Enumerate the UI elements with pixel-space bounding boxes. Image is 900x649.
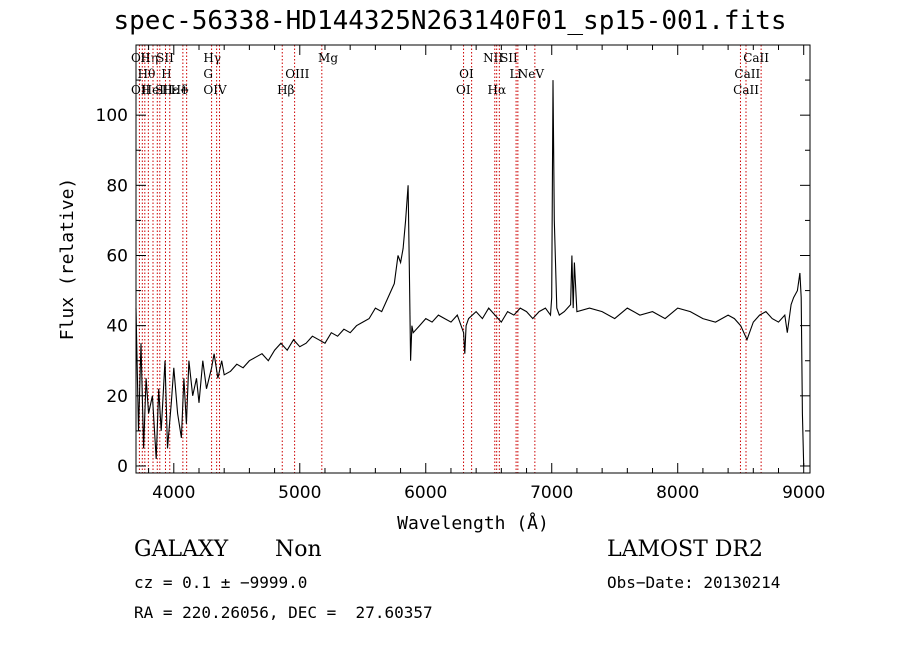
redshift-text: cz = 0.1 ± −9999.0	[134, 573, 308, 592]
x-tick-label: 8000	[656, 483, 699, 503]
spectral-line-label: Hη	[140, 51, 158, 65]
spectral-line-label: CaII	[733, 83, 759, 97]
spectral-line-label: SII	[500, 51, 518, 65]
y-tick-label: 60	[106, 246, 128, 266]
y-tick-label: 0	[117, 457, 128, 477]
spectral-line-label: HeI	[142, 83, 165, 97]
chart-title: spec-56338-HD144325N263140F01_sp15-001.f…	[113, 6, 787, 36]
object-subclass: Non	[275, 537, 322, 562]
spectral-line-label: OIII	[285, 67, 309, 81]
x-axis-label: Wavelength (Å)	[397, 512, 549, 534]
obs-date: Obs−Date: 20130214	[607, 573, 781, 592]
spectral-line-label: +	[179, 83, 189, 97]
y-tick-label: 80	[106, 176, 128, 196]
spectral-line-label: SII	[155, 83, 173, 97]
spectral-line-label: CaII	[734, 67, 760, 81]
spectral-line-label: Hγ	[203, 51, 221, 65]
spectral-line-label: OI	[459, 67, 474, 81]
spectral-line-label: CaII	[743, 51, 769, 65]
spectral-line-label: Hβ	[277, 83, 294, 97]
spectral-line-label: NII	[483, 51, 503, 65]
spectral-line-label: H	[161, 67, 171, 81]
x-tick-label: 9000	[782, 483, 825, 503]
spectral-line-label: Hα	[487, 83, 506, 97]
x-tick-label: 4000	[152, 483, 195, 503]
plot-frame	[135, 44, 811, 474]
spectral-line-label: SII	[156, 51, 174, 65]
x-tick-label: 5000	[278, 483, 321, 503]
spectral-line-label: OIV	[203, 83, 227, 97]
spectral-line-label: Hθ	[138, 67, 156, 81]
y-tick-label: 100	[96, 106, 128, 126]
spectral-line-label: NeV	[518, 67, 545, 81]
x-tick-label: 6000	[404, 483, 447, 503]
spectral-line-label: Li	[510, 67, 522, 81]
y-axis-label: Flux (relative)	[57, 178, 78, 341]
spectral-line-label: Mg	[318, 51, 338, 65]
y-tick-label: 20	[106, 387, 128, 407]
survey-name: LAMOST DR2	[607, 537, 763, 562]
x-tick-label: 7000	[530, 483, 573, 503]
y-tick-label: 40	[106, 317, 128, 337]
spectrum-series-line	[135, 80, 805, 467]
spectral-line-label: OI	[456, 83, 471, 97]
object-class: GALAXY	[134, 537, 229, 562]
spectral-line-label: G	[203, 67, 213, 81]
spectral-line-label: Hε	[162, 83, 179, 97]
coordinates: RA = 220.26056, DEC = 27.60357	[134, 603, 433, 622]
spectral-line-label: Hδ	[171, 83, 189, 97]
